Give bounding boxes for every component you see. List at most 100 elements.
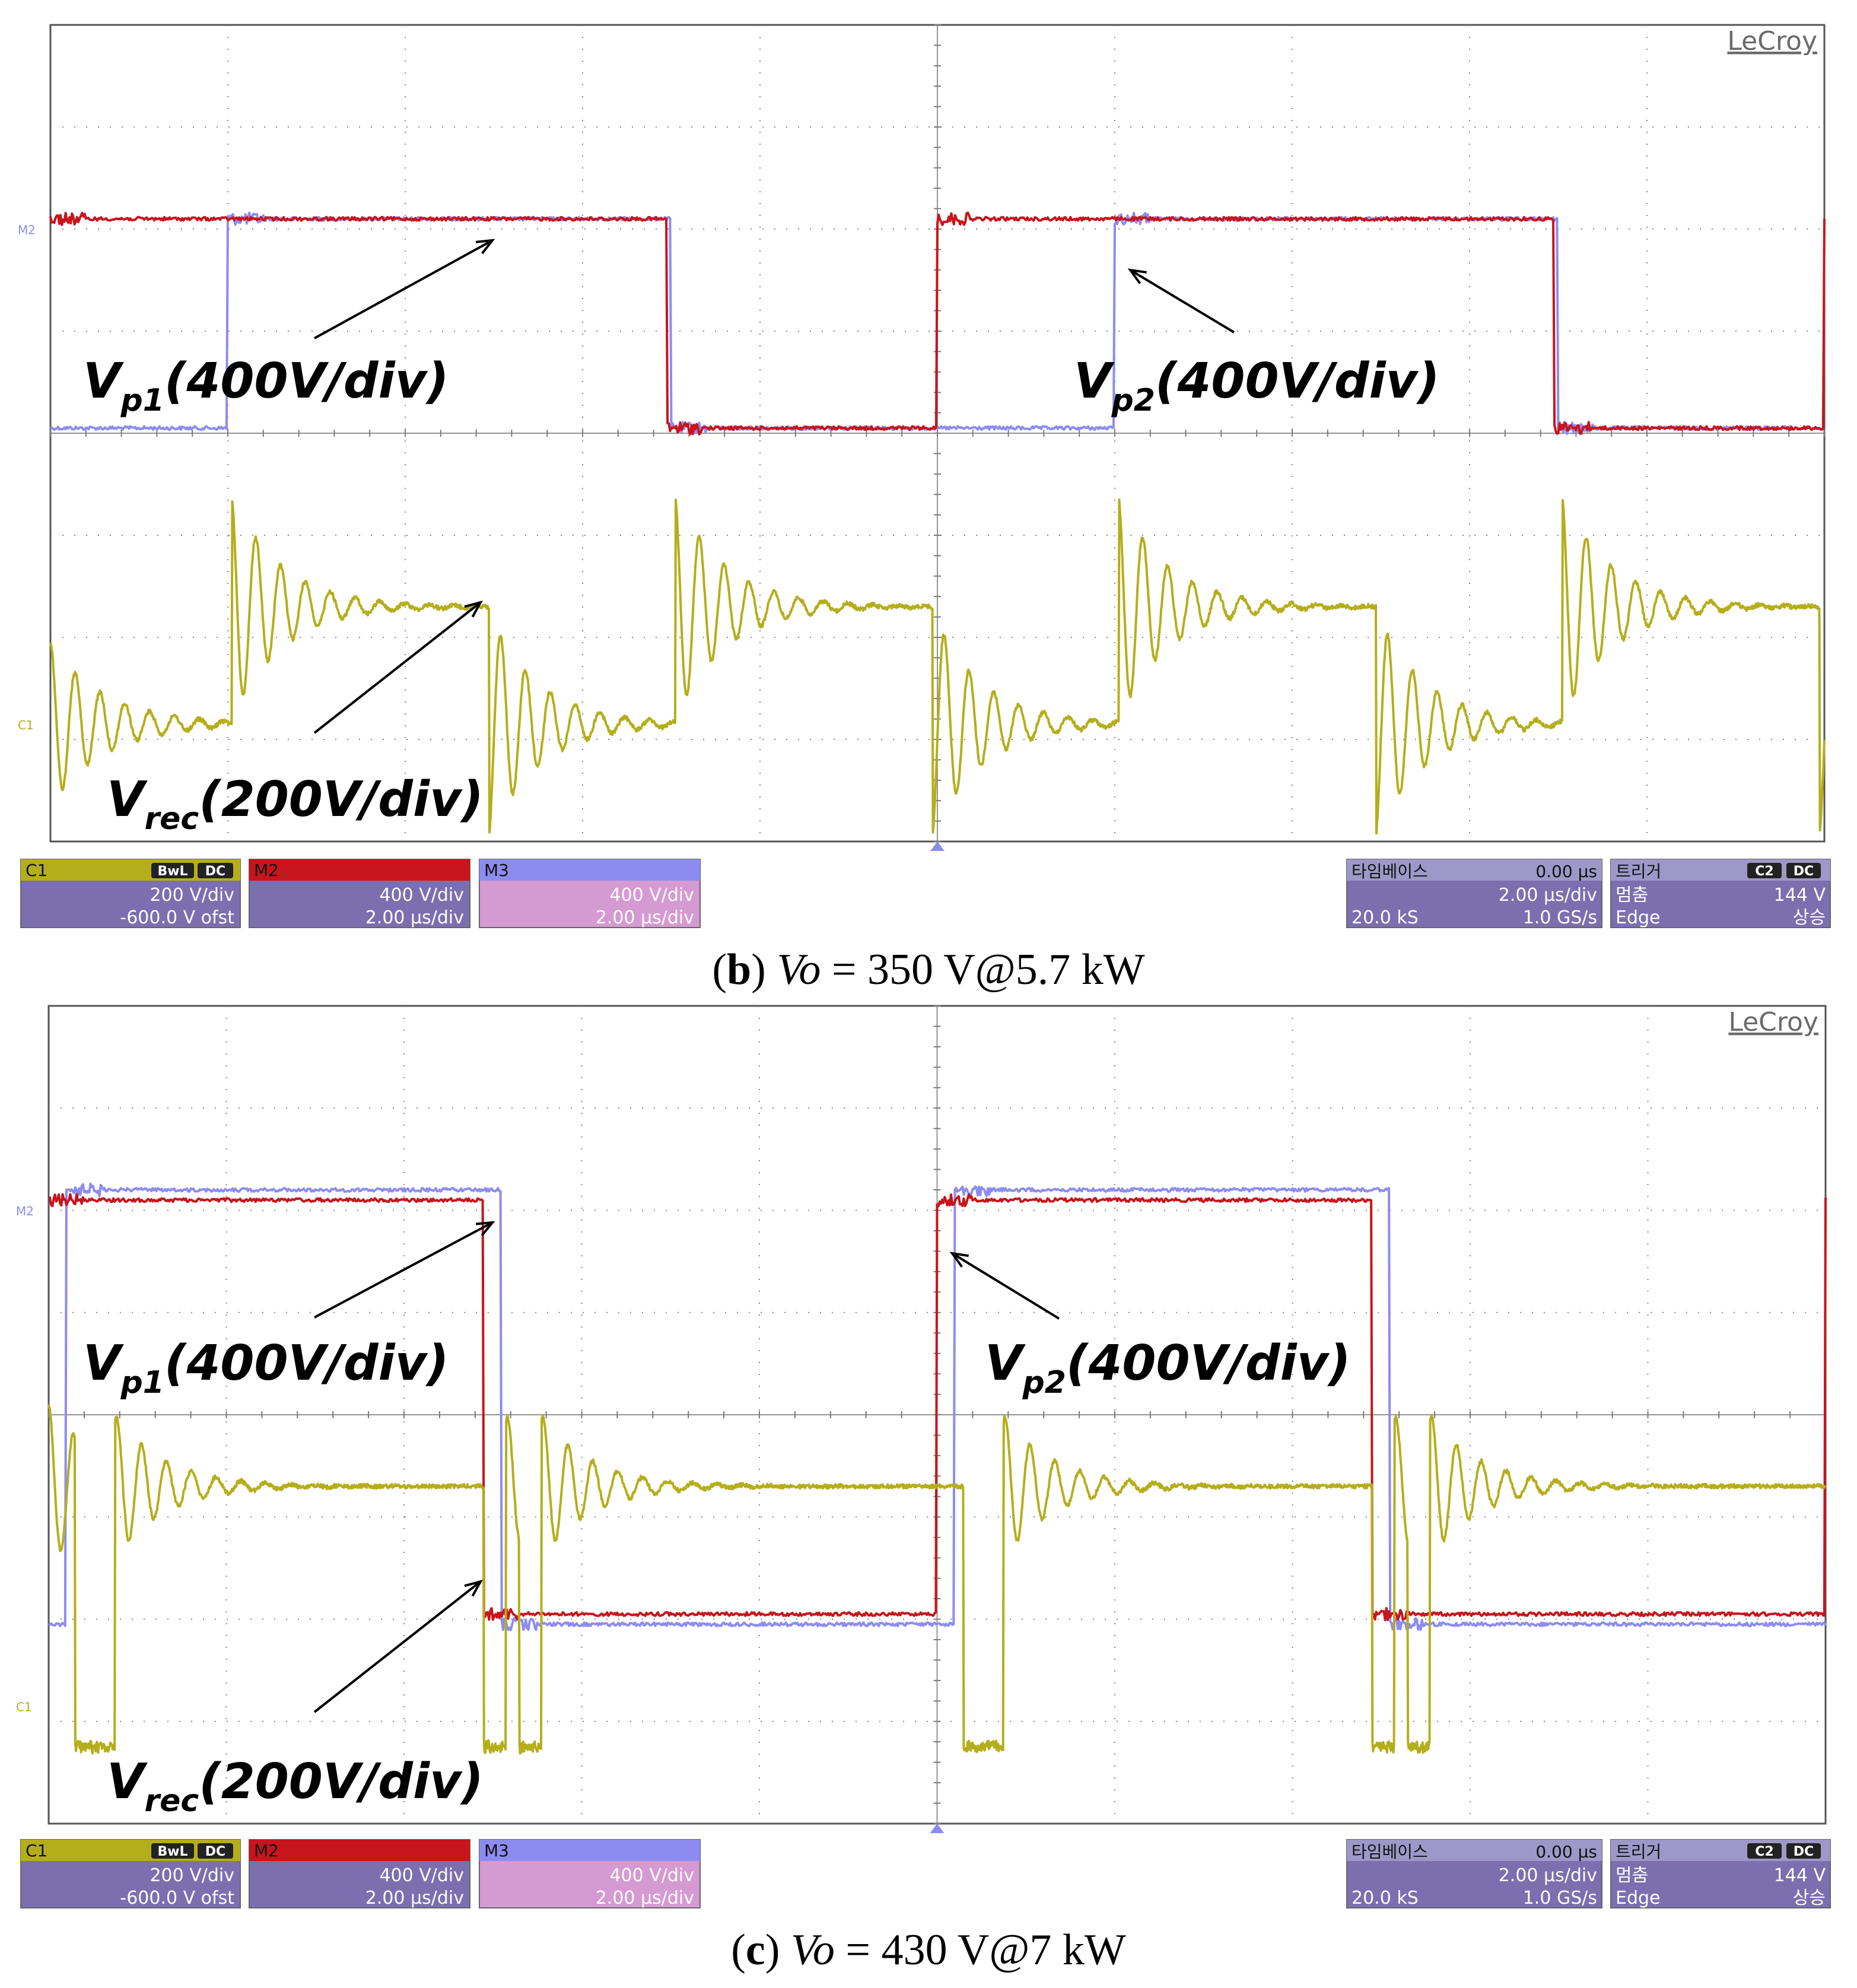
channel-scale: 400 V/div (609, 885, 694, 906)
channel-offset: 2.00 µs/div (596, 1888, 694, 1908)
badge (1747, 1843, 1782, 1859)
trace-c1 (49, 498, 1826, 835)
trigger-title: 트리거 (1616, 862, 1661, 881)
annotation-label: Vp2(400V/div) (985, 1335, 1351, 1401)
channel-id: M2 (254, 860, 279, 880)
annotation-var: V (1074, 353, 1115, 409)
annotation-label: Vp1(400V/div) (83, 353, 449, 418)
channel-id: M3 (484, 860, 509, 880)
channel-box-header (479, 859, 700, 881)
badge (198, 863, 233, 878)
timebase-delay: 0.00 µs (1535, 862, 1597, 881)
caption-paren: ) (765, 1926, 791, 1974)
annotation-arrow (313, 601, 482, 734)
annotation-label: Vp1(400V/div) (83, 1335, 449, 1401)
caption-var: Vo (777, 945, 821, 994)
annotation-var: V (107, 771, 148, 828)
m2-marker: M2 (18, 223, 36, 237)
annotation-scale: (400V/div) (164, 353, 449, 409)
trigger-title: 트리거 (1616, 1842, 1661, 1862)
caption-var: Vo (791, 1926, 835, 1974)
annotation-arrow (1129, 269, 1235, 334)
timebase-box: 타임베이스 0.00 µs 2.00 µs/div 20.0 kS 1.0 GS/s (1346, 859, 1602, 928)
caption-condition: = 430 V@7 kW (845, 1926, 1125, 1974)
trigger-mode: 멈춤 (1616, 885, 1648, 906)
channel-box-c1: C1 BwL DC 200 V/div-600.0 V ofst (20, 859, 241, 928)
channel-offset: 2.00 µs/div (596, 907, 694, 928)
channel-id: M3 (484, 1841, 509, 1860)
trigger-level: 144 V (1774, 885, 1826, 906)
timebase-div: 2.00 µs/div (1499, 1865, 1597, 1886)
figure-caption: (c) Vo = 430 V@7 kW (731, 1926, 1126, 1974)
caption-space (821, 945, 832, 994)
annotation-subscript: p2 (1022, 1365, 1066, 1401)
caption-paren: ( (712, 945, 727, 994)
badge (151, 863, 194, 878)
arrow-annotation (1127, 268, 1147, 284)
arrow-annotation (464, 600, 484, 618)
caption-letter: c (746, 1926, 765, 1974)
channel-box-header (249, 1840, 470, 1861)
badge (151, 1843, 194, 1859)
arrow-annotation (475, 239, 495, 255)
annotation-label: Vp2(400V/div) (1074, 353, 1440, 418)
channel-scale: 200 V/div (150, 885, 234, 906)
figure-caption: (b) Vo = 350 V@5.7 kW (712, 945, 1144, 994)
annotation-label: Vrec(200V/div) (107, 771, 484, 837)
caption-space (835, 1926, 846, 1974)
channel-id: M2 (254, 1841, 279, 1860)
annotation-subscript: p2 (1111, 383, 1155, 418)
channel-offset: 2.00 µs/div (365, 907, 464, 928)
channel-id: C1 (26, 1841, 47, 1860)
annotation-label: Vrec(200V/div) (107, 1754, 484, 1819)
annotation-scale: (400V/div) (1066, 1335, 1351, 1392)
badge-label: BwL (157, 864, 187, 879)
badge-label: DC (205, 1844, 225, 1859)
channel-scale: 200 V/div (150, 1865, 234, 1886)
trace-c1 (47, 1404, 1827, 1755)
channel-id: C1 (26, 860, 47, 880)
trigger-slope: 상승 (1793, 1888, 1826, 1908)
timebase-header (1347, 859, 1602, 881)
timebase-title: 타임베이스 (1352, 1842, 1428, 1862)
annotation-subscript: p1 (120, 1365, 164, 1401)
channel-box-header (249, 859, 470, 881)
channel-scale: 400 V/div (609, 1865, 694, 1886)
annotation-subscript: rec (144, 801, 199, 837)
annotation-subscript: p1 (120, 383, 164, 418)
timebase-div: 2.00 µs/div (1499, 885, 1597, 906)
trigger-slope: 상승 (1793, 907, 1826, 928)
channel-scale: 400 V/div (379, 1865, 464, 1886)
timebase-samples: 20.0 kS (1352, 907, 1419, 928)
c1-marker: C1 (16, 1700, 32, 1714)
annotation-var: V (83, 1335, 124, 1392)
arrow-annotation (464, 1579, 484, 1597)
trace-m2 (49, 211, 1826, 436)
annotation-scale: (200V/div) (199, 771, 484, 828)
arrow-annotation (949, 1252, 969, 1268)
annotation-arrow (314, 239, 493, 339)
annotation-arrow (313, 1580, 482, 1713)
badge-label: DC (205, 864, 225, 879)
trigger-box: 트리거 C2 DC 멈춤 144 V Edge 상승 (1610, 1839, 1831, 1908)
channel-box-header (479, 1840, 700, 1861)
annotation-var: V (107, 1754, 148, 1810)
timebase-samples: 20.0 kS (1352, 1888, 1419, 1908)
annotation-scale: (400V/div) (164, 1335, 449, 1392)
caption-condition: = 350 V@5.7 kW (832, 945, 1145, 994)
badge (198, 1843, 233, 1859)
trace-m2 (48, 1193, 1827, 1621)
annotation-arrow (314, 1221, 493, 1319)
channel-scale: 400 V/div (379, 885, 464, 906)
m2-marker: M2 (16, 1204, 34, 1218)
timebase-title: 타임베이스 (1352, 862, 1428, 881)
caption-paren: ) (751, 945, 777, 994)
c1-marker: C1 (18, 718, 34, 732)
annotation-var: V (83, 353, 124, 409)
badge (1786, 863, 1821, 878)
arrow-annotation (475, 1221, 495, 1237)
